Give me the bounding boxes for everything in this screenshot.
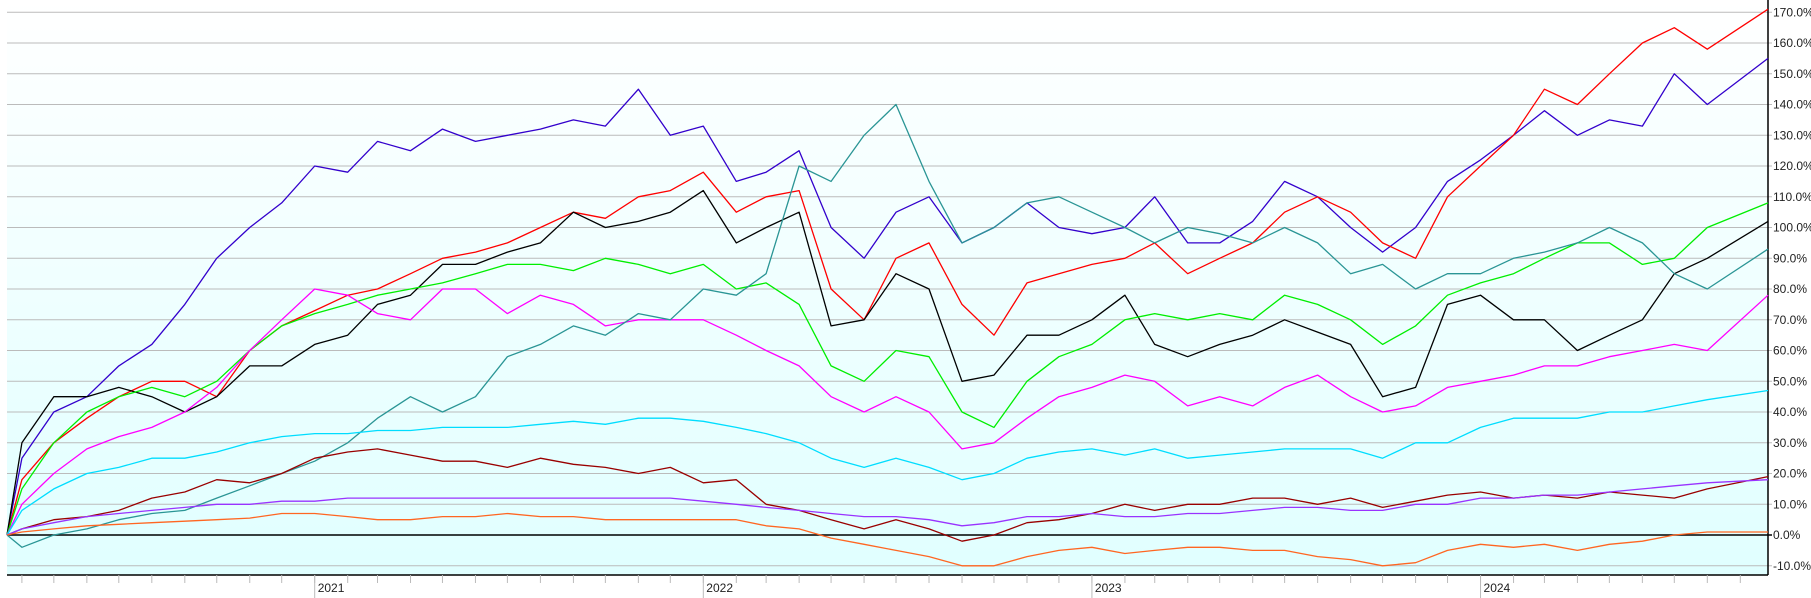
y-tick-label: 80.0% bbox=[1773, 282, 1807, 296]
y-tick-label: 100.0% bbox=[1773, 221, 1811, 235]
y-tick-label: 170.0% bbox=[1773, 5, 1811, 19]
x-tick-label: 2021 bbox=[318, 581, 345, 595]
y-tick-label: 150.0% bbox=[1773, 67, 1811, 81]
series-line-5 bbox=[6, 288, 1769, 536]
gridlines bbox=[7, 11, 1772, 567]
y-tick-label: 90.0% bbox=[1773, 251, 1807, 265]
y-tick-label: 110.0% bbox=[1773, 190, 1811, 204]
x-axis: 2021 2022 2023 2024 bbox=[7, 574, 1768, 598]
y-tick-label: 20.0% bbox=[1773, 467, 1807, 481]
y-tick-label: 0.0% bbox=[1773, 528, 1801, 542]
y-tick-label: 140.0% bbox=[1773, 98, 1811, 112]
y-tick-label: 40.0% bbox=[1773, 405, 1807, 419]
series-line-9 bbox=[6, 479, 1769, 536]
y-tick-label: 30.0% bbox=[1773, 436, 1807, 450]
series-line-3 bbox=[6, 189, 1769, 536]
y-tick-label: 50.0% bbox=[1773, 374, 1807, 388]
y-tick-label: 60.0% bbox=[1773, 344, 1807, 358]
y-axis: -10.0% 0.0% 10.0% 20.0% 30.0% 40.0% 50.0% 60.0%… bbox=[1767, 0, 1811, 575]
series-line-8 bbox=[6, 448, 1769, 542]
y-tick-label: -10.0% bbox=[1773, 559, 1811, 573]
x-tick-label: 2022 bbox=[706, 581, 733, 595]
series-line-10 bbox=[6, 512, 1768, 567]
y-tick-label: 120.0% bbox=[1773, 159, 1811, 173]
y-tick-label: 160.0% bbox=[1773, 36, 1811, 50]
x-tick-label: 2024 bbox=[1484, 581, 1511, 595]
y-tick-label: 130.0% bbox=[1773, 128, 1811, 142]
x-tick-label: 2023 bbox=[1095, 581, 1122, 595]
series-lines bbox=[6, 8, 1769, 567]
y-tick-label: 10.0% bbox=[1773, 497, 1807, 511]
series-line-1 bbox=[6, 57, 1769, 536]
y-tick-label: 70.0% bbox=[1773, 313, 1807, 327]
plot-background bbox=[7, 0, 1768, 575]
series-line-4 bbox=[6, 202, 1769, 536]
series-line-7 bbox=[6, 389, 1769, 536]
